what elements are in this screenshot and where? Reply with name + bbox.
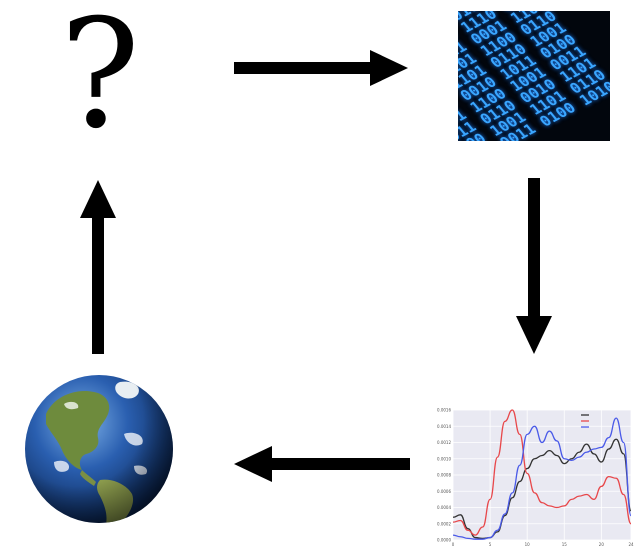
y-tick-label: 0.0010 bbox=[437, 456, 451, 461]
y-tick-label: 0.0004 bbox=[437, 505, 451, 510]
series-line-2 bbox=[452, 409, 632, 536]
chart-series bbox=[452, 409, 632, 540]
x-tick-label: 10 bbox=[525, 542, 531, 547]
y-tick-label: 0.0002 bbox=[437, 521, 451, 526]
y-tick-label: 0.0016 bbox=[437, 408, 451, 413]
arrow-right bbox=[234, 50, 408, 86]
density-line-chart: 0.0000 0.0002 0.0004 0.0006 0.0008 0.0010 0.00… bbox=[437, 408, 634, 548]
chart-legend bbox=[581, 414, 589, 428]
series-line-3 bbox=[452, 417, 632, 540]
y-tick-label: 0.0014 bbox=[437, 424, 451, 429]
x-tick-label: 5 bbox=[489, 542, 492, 547]
x-tick-label: 24 bbox=[628, 542, 634, 547]
y-tick-label: 0.0008 bbox=[437, 473, 451, 478]
x-tick-label: 15 bbox=[562, 542, 568, 547]
earth-globe-icon bbox=[25, 375, 173, 523]
arrow-left bbox=[234, 446, 410, 482]
y-tick-labels: 0.0000 0.0002 0.0004 0.0006 0.0008 0.0010 0.00… bbox=[437, 408, 451, 543]
series-line-1 bbox=[452, 438, 632, 540]
y-tick-label: 0.0012 bbox=[437, 440, 451, 445]
binary-data-image: 0101 1001 0110 1010 1100 0011 1001 0101 … bbox=[458, 11, 610, 141]
x-tick-labels: 0 5 10 15 20 24 bbox=[452, 542, 634, 547]
binary-code-lines: 0101 1001 0110 1010 1100 0011 1001 0101 … bbox=[458, 11, 610, 141]
y-tick-label: 0.0000 bbox=[437, 538, 451, 543]
arrow-up bbox=[80, 180, 116, 354]
y-tick-label: 0.0006 bbox=[437, 489, 451, 494]
question-mark: ? bbox=[59, 0, 141, 162]
x-tick-label: 0 bbox=[452, 542, 455, 547]
arrow-down bbox=[516, 178, 552, 354]
x-tick-label: 20 bbox=[599, 542, 605, 547]
